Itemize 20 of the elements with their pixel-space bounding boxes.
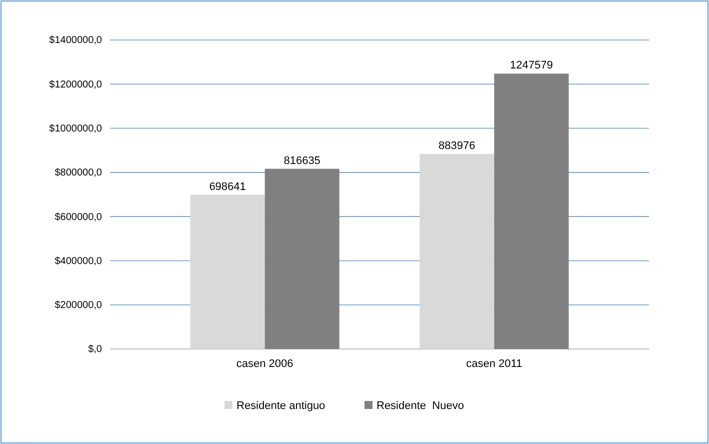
y-tick-label: $200000,0	[54, 300, 102, 312]
bar	[420, 154, 494, 349]
y-tick-label: $,0	[88, 344, 102, 356]
data-label: 883976	[438, 140, 476, 152]
data-label: 1247579	[510, 60, 553, 72]
data-label: 698641	[209, 180, 246, 193]
data-label: 816635	[284, 154, 320, 167]
y-tick-label: $400000,0	[54, 256, 102, 267]
x-tick-label: casen 2011	[466, 358, 522, 370]
legend-label: Residente Nuevo	[376, 400, 464, 412]
bar	[190, 194, 265, 349]
y-tick-label: $1200000,0	[49, 79, 102, 90]
x-tick-label: casen 2006	[236, 358, 294, 370]
y-tick-label: $1400000,0	[49, 35, 102, 46]
bar	[494, 74, 569, 349]
legend-label: Residente antiguo	[236, 400, 326, 412]
bar	[264, 168, 340, 349]
y-tick-label: $600000,0	[54, 212, 102, 223]
y-tick-label: $800000,0	[54, 168, 102, 179]
y-tick-label: $1000000,0	[49, 123, 102, 134]
